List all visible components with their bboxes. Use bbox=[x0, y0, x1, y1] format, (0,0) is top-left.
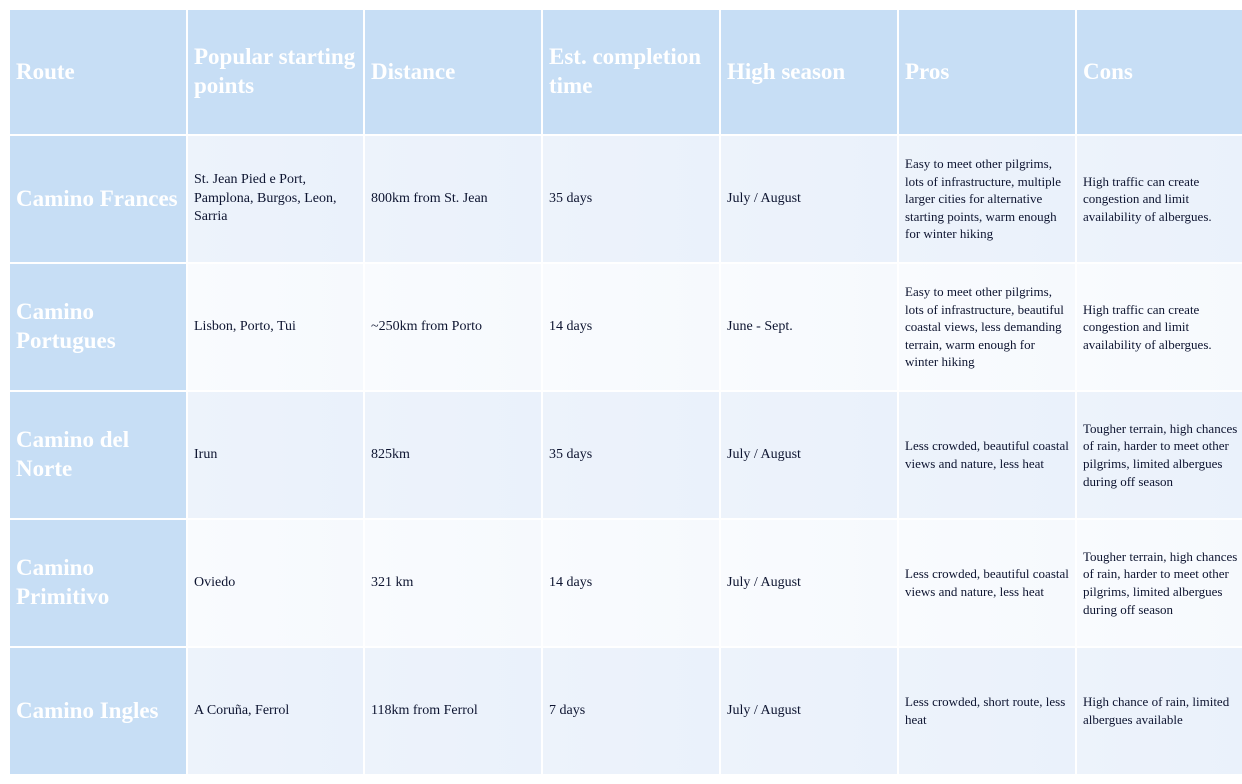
cell-starting-points: Oviedo bbox=[188, 520, 363, 646]
cell-cons: High chance of rain, limited albergues a… bbox=[1077, 648, 1242, 774]
cell-high-season: July / August bbox=[721, 392, 897, 518]
row-name: Camino Portugues bbox=[10, 264, 186, 390]
col-pros: Pros bbox=[899, 10, 1075, 134]
cell-completion-time: 14 days bbox=[543, 264, 719, 390]
table-row: Camino Ingles A Coruña, Ferrol 118km fro… bbox=[10, 648, 1242, 774]
cell-cons: Tougher terrain, high chances of rain, h… bbox=[1077, 392, 1242, 518]
col-completion-time: Est. completion time bbox=[543, 10, 719, 134]
col-starting-points: Popular starting points bbox=[188, 10, 363, 134]
cell-cons: High traffic can create congestion and l… bbox=[1077, 264, 1242, 390]
col-high-season: High season bbox=[721, 10, 897, 134]
cell-distance: 118km from Ferrol bbox=[365, 648, 541, 774]
cell-completion-time: 35 days bbox=[543, 136, 719, 262]
header-row: Route Popular starting points Distance E… bbox=[10, 10, 1242, 134]
table-row: Camino Portugues Lisbon, Porto, Tui ~250… bbox=[10, 264, 1242, 390]
cell-cons: Tougher terrain, high chances of rain, h… bbox=[1077, 520, 1242, 646]
cell-completion-time: 7 days bbox=[543, 648, 719, 774]
row-name: Camino del Norte bbox=[10, 392, 186, 518]
row-name: Camino Ingles bbox=[10, 648, 186, 774]
cell-pros: Easy to meet other pilgrims, lots of inf… bbox=[899, 264, 1075, 390]
cell-high-season: July / August bbox=[721, 136, 897, 262]
cell-high-season: June - Sept. bbox=[721, 264, 897, 390]
table-row: Camino del Norte Irun 825km 35 days July… bbox=[10, 392, 1242, 518]
table-row: Camino Frances St. Jean Pied e Port, Pam… bbox=[10, 136, 1242, 262]
row-name: Camino Frances bbox=[10, 136, 186, 262]
cell-distance: 800km from St. Jean bbox=[365, 136, 541, 262]
col-route: Route bbox=[10, 10, 186, 134]
cell-distance: ~250km from Porto bbox=[365, 264, 541, 390]
cell-pros: Less crowded, beautiful coastal views an… bbox=[899, 392, 1075, 518]
table-row: Camino Primitivo Oviedo 321 km 14 days J… bbox=[10, 520, 1242, 646]
cell-completion-time: 35 days bbox=[543, 392, 719, 518]
cell-pros: Less crowded, short route, less heat bbox=[899, 648, 1075, 774]
cell-high-season: July / August bbox=[721, 520, 897, 646]
cell-distance: 825km bbox=[365, 392, 541, 518]
camino-table-wrap: Route Popular starting points Distance E… bbox=[0, 0, 1242, 784]
cell-pros: Easy to meet other pilgrims, lots of inf… bbox=[899, 136, 1075, 262]
cell-completion-time: 14 days bbox=[543, 520, 719, 646]
row-name: Camino Primitivo bbox=[10, 520, 186, 646]
cell-starting-points: Lisbon, Porto, Tui bbox=[188, 264, 363, 390]
cell-cons: High traffic can create congestion and l… bbox=[1077, 136, 1242, 262]
cell-starting-points: A Coruña, Ferrol bbox=[188, 648, 363, 774]
cell-starting-points: Irun bbox=[188, 392, 363, 518]
col-cons: Cons bbox=[1077, 10, 1242, 134]
camino-routes-table: Route Popular starting points Distance E… bbox=[8, 8, 1242, 776]
cell-high-season: July / August bbox=[721, 648, 897, 774]
cell-pros: Less crowded, beautiful coastal views an… bbox=[899, 520, 1075, 646]
cell-starting-points: St. Jean Pied e Port, Pamplona, Burgos, … bbox=[188, 136, 363, 262]
cell-distance: 321 km bbox=[365, 520, 541, 646]
col-distance: Distance bbox=[365, 10, 541, 134]
